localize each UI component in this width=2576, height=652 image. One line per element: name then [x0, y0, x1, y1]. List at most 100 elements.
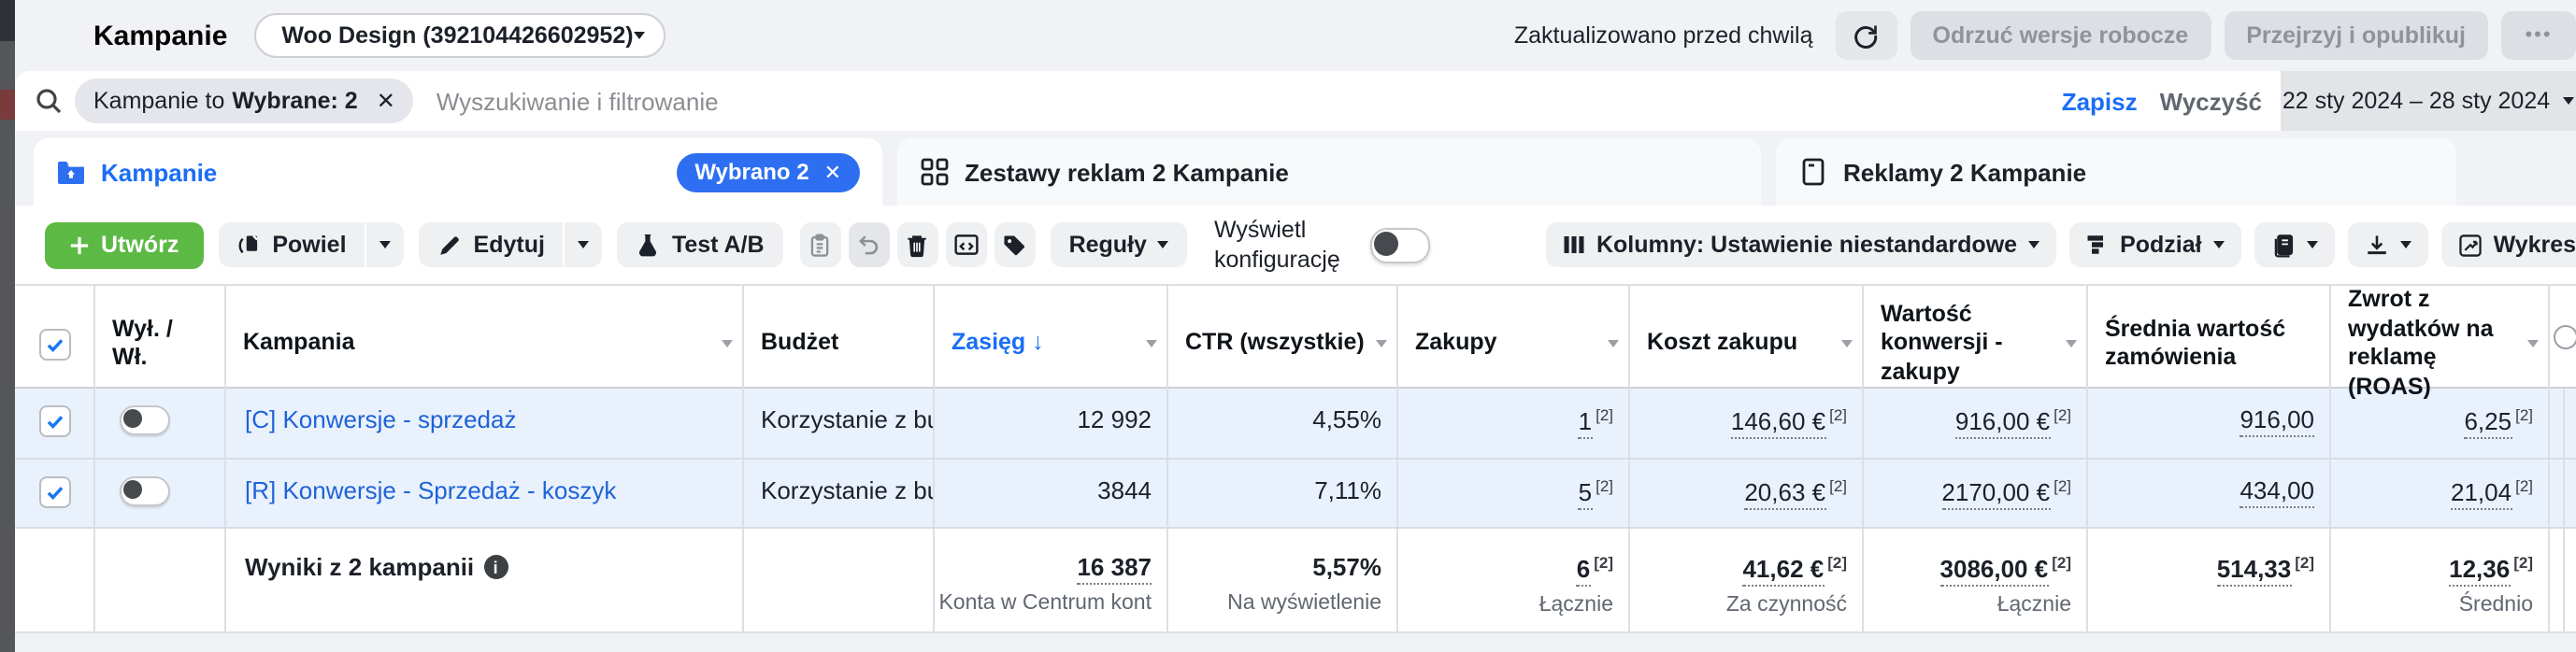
- column-header-reach[interactable]: Zasięg ↓: [935, 286, 1168, 403]
- column-header-conversion-value[interactable]: Wartość konwersji - zakupy: [1864, 286, 2088, 403]
- table-row[interactable]: [C] Konwersje - sprzedaż Korzystanie z b…: [15, 389, 2576, 460]
- columns-button[interactable]: Kolumny: Ustawienie niestandardowe: [1545, 222, 2057, 267]
- rules-button[interactable]: Reguły: [1050, 222, 1188, 267]
- campaign-name-link[interactable]: [C] Konwersje - sprzedaż: [226, 389, 744, 458]
- undo-button[interactable]: [848, 222, 890, 267]
- paste-button[interactable]: [799, 222, 841, 267]
- filter-chip-campaigns-selected[interactable]: Kampanie to Wybrane: 2 ✕: [75, 78, 414, 123]
- ref-marker: [2]: [1596, 476, 1613, 495]
- campaign-status-toggle[interactable]: [120, 476, 170, 506]
- column-header-roas[interactable]: Zwrot z wydatków na reklamę (ROAS): [2331, 286, 2550, 403]
- ab-test-button[interactable]: Test A/B: [617, 222, 783, 267]
- edit-menu-button[interactable]: [565, 222, 603, 267]
- info-icon[interactable]: i: [483, 555, 508, 579]
- column-header-reach-label: Zasięg ↓: [952, 329, 1044, 356]
- table-row[interactable]: [R] Konwersje - Sprzedaż - koszyk Korzys…: [15, 460, 2576, 529]
- selected-count-badge[interactable]: Wybrano 2 ✕: [676, 152, 860, 191]
- caret-down-icon: [578, 241, 590, 248]
- budget-cell: Korzystanie z bud…: [744, 389, 935, 458]
- charts-button[interactable]: Wykresy: [2440, 222, 2576, 267]
- tab-ads[interactable]: Reklamy 2 Kampanie: [1776, 138, 2456, 206]
- sort-caret-icon: [1376, 340, 1387, 348]
- sort-caret-icon: [722, 340, 733, 348]
- clipboard-icon: [811, 233, 829, 256]
- column-header-cost-per-purchase[interactable]: Koszt zakupu: [1630, 286, 1864, 403]
- budget-cell: Korzystanie z bud…: [744, 460, 935, 527]
- duplicate-menu-button[interactable]: [366, 222, 405, 267]
- export-button[interactable]: [2347, 222, 2428, 267]
- sort-caret-icon: [2066, 340, 2077, 348]
- refresh-button[interactable]: [1835, 11, 1897, 60]
- select-all-checkbox[interactable]: [38, 328, 70, 361]
- edge-cell: [2550, 460, 2565, 527]
- create-button[interactable]: Utwórz: [45, 221, 204, 268]
- adsets-grid-icon: [921, 158, 949, 186]
- totals-cost-subtitle: Za czynność: [1725, 594, 1847, 617]
- edge-partial-icon: [2554, 325, 2576, 349]
- save-filter-button[interactable]: Zapisz: [2061, 87, 2138, 115]
- account-selector[interactable]: Woo Design (392104426602952): [253, 13, 665, 58]
- purchases-cell: 1 [2]: [1398, 389, 1630, 458]
- duplicate-button[interactable]: Powiel: [218, 222, 365, 267]
- avg-order-value-cell: 434,00: [2088, 460, 2331, 527]
- left-nav-rail[interactable]: [0, 0, 15, 652]
- clear-filter-button[interactable]: Wyczyść: [2159, 87, 2262, 115]
- date-range-picker[interactable]: 22 sty 2024 – 28 sty 2024: [2281, 71, 2576, 131]
- edit-button[interactable]: Edytuj: [419, 222, 564, 267]
- tab-adsets[interactable]: Zestawy reklam 2 Kampanie: [897, 138, 1761, 206]
- code-window-icon: [953, 234, 979, 255]
- edit-button-label: Edytuj: [473, 232, 545, 258]
- plus-icon: [70, 235, 89, 254]
- cost-per-purchase-cell: 20,63 € [2]: [1630, 460, 1864, 527]
- delete-button[interactable]: [896, 222, 938, 267]
- close-icon[interactable]: ✕: [376, 88, 395, 114]
- checkbox-check-icon: [46, 487, 63, 500]
- campaigns-panel: Utwórz Powiel Edytuj: [15, 206, 2576, 633]
- reports-button[interactable]: [2254, 222, 2335, 267]
- more-icon: •••: [2525, 24, 2553, 47]
- column-header-avg-order-value[interactable]: Średnia wartość zamówienia: [2088, 286, 2331, 403]
- ref-marker: [2]: [1829, 476, 1847, 495]
- columns-icon: [1564, 236, 1584, 253]
- column-header-toggle[interactable]: Wył. / Wł.: [95, 286, 226, 403]
- totals-roas-cell: 12,36 [2] Średnio: [2331, 529, 2550, 631]
- undo-icon: [859, 234, 879, 254]
- conversion-value-cell: 916,00 € [2]: [1864, 389, 2088, 458]
- charts-button-label: Wykresy: [2493, 232, 2576, 258]
- breakdown-button-label: Podział: [2120, 232, 2202, 258]
- campaign-status-toggle[interactable]: [120, 405, 170, 435]
- column-header-cost-label: Koszt zakupu: [1647, 329, 1798, 356]
- row-checkbox[interactable]: [38, 476, 70, 508]
- ref-marker: [2]: [2515, 476, 2533, 495]
- tag-button[interactable]: [994, 222, 1036, 267]
- totals-budget-cell: [744, 529, 935, 631]
- row-toggle-cell: [95, 460, 226, 527]
- ref-marker: [2]: [2513, 553, 2533, 572]
- ref-marker: [2]: [2515, 405, 2533, 424]
- totals-ctr-cell: 5,57% Na wyświetlenie: [1168, 529, 1398, 631]
- view-setup-toggle[interactable]: [1370, 227, 1431, 262]
- tab-campaigns[interactable]: Kampanie Wybrano 2 ✕: [34, 138, 882, 206]
- close-icon[interactable]: ✕: [823, 162, 841, 184]
- discard-drafts-button[interactable]: Odrzuć wersje robocze: [1910, 11, 2211, 60]
- sort-caret-icon: [1146, 340, 1157, 348]
- breakdown-button[interactable]: Podział: [2069, 222, 2241, 267]
- edit-split-button: Edytuj: [419, 222, 603, 267]
- campaign-name-link[interactable]: [R] Konwersje - Sprzedaż - koszyk: [226, 460, 744, 527]
- totals-ctr-subtitle: Na wyświetlenie: [1227, 592, 1381, 615]
- more-button[interactable]: •••: [2501, 11, 2576, 60]
- totals-purchases-subtitle: Łącznie: [1538, 594, 1613, 617]
- column-header-campaign[interactable]: Kampania: [226, 286, 744, 403]
- caret-down-icon: [2212, 241, 2225, 248]
- column-header-purchases[interactable]: Zakupy: [1398, 286, 1630, 403]
- column-header-budget[interactable]: Budżet: [744, 286, 935, 403]
- column-header-ctr[interactable]: CTR (wszystkie): [1168, 286, 1398, 403]
- flask-icon: [639, 233, 657, 256]
- row-checkbox[interactable]: [38, 405, 70, 437]
- campaigns-folder-icon: [58, 162, 84, 184]
- search-input[interactable]: Wyszukiwanie i filtrowanie: [436, 87, 719, 115]
- review-publish-button[interactable]: Przejrzyj i opublikuj: [2224, 11, 2488, 60]
- export-icon: [2367, 234, 2386, 254]
- pixel-code-button[interactable]: [945, 222, 987, 267]
